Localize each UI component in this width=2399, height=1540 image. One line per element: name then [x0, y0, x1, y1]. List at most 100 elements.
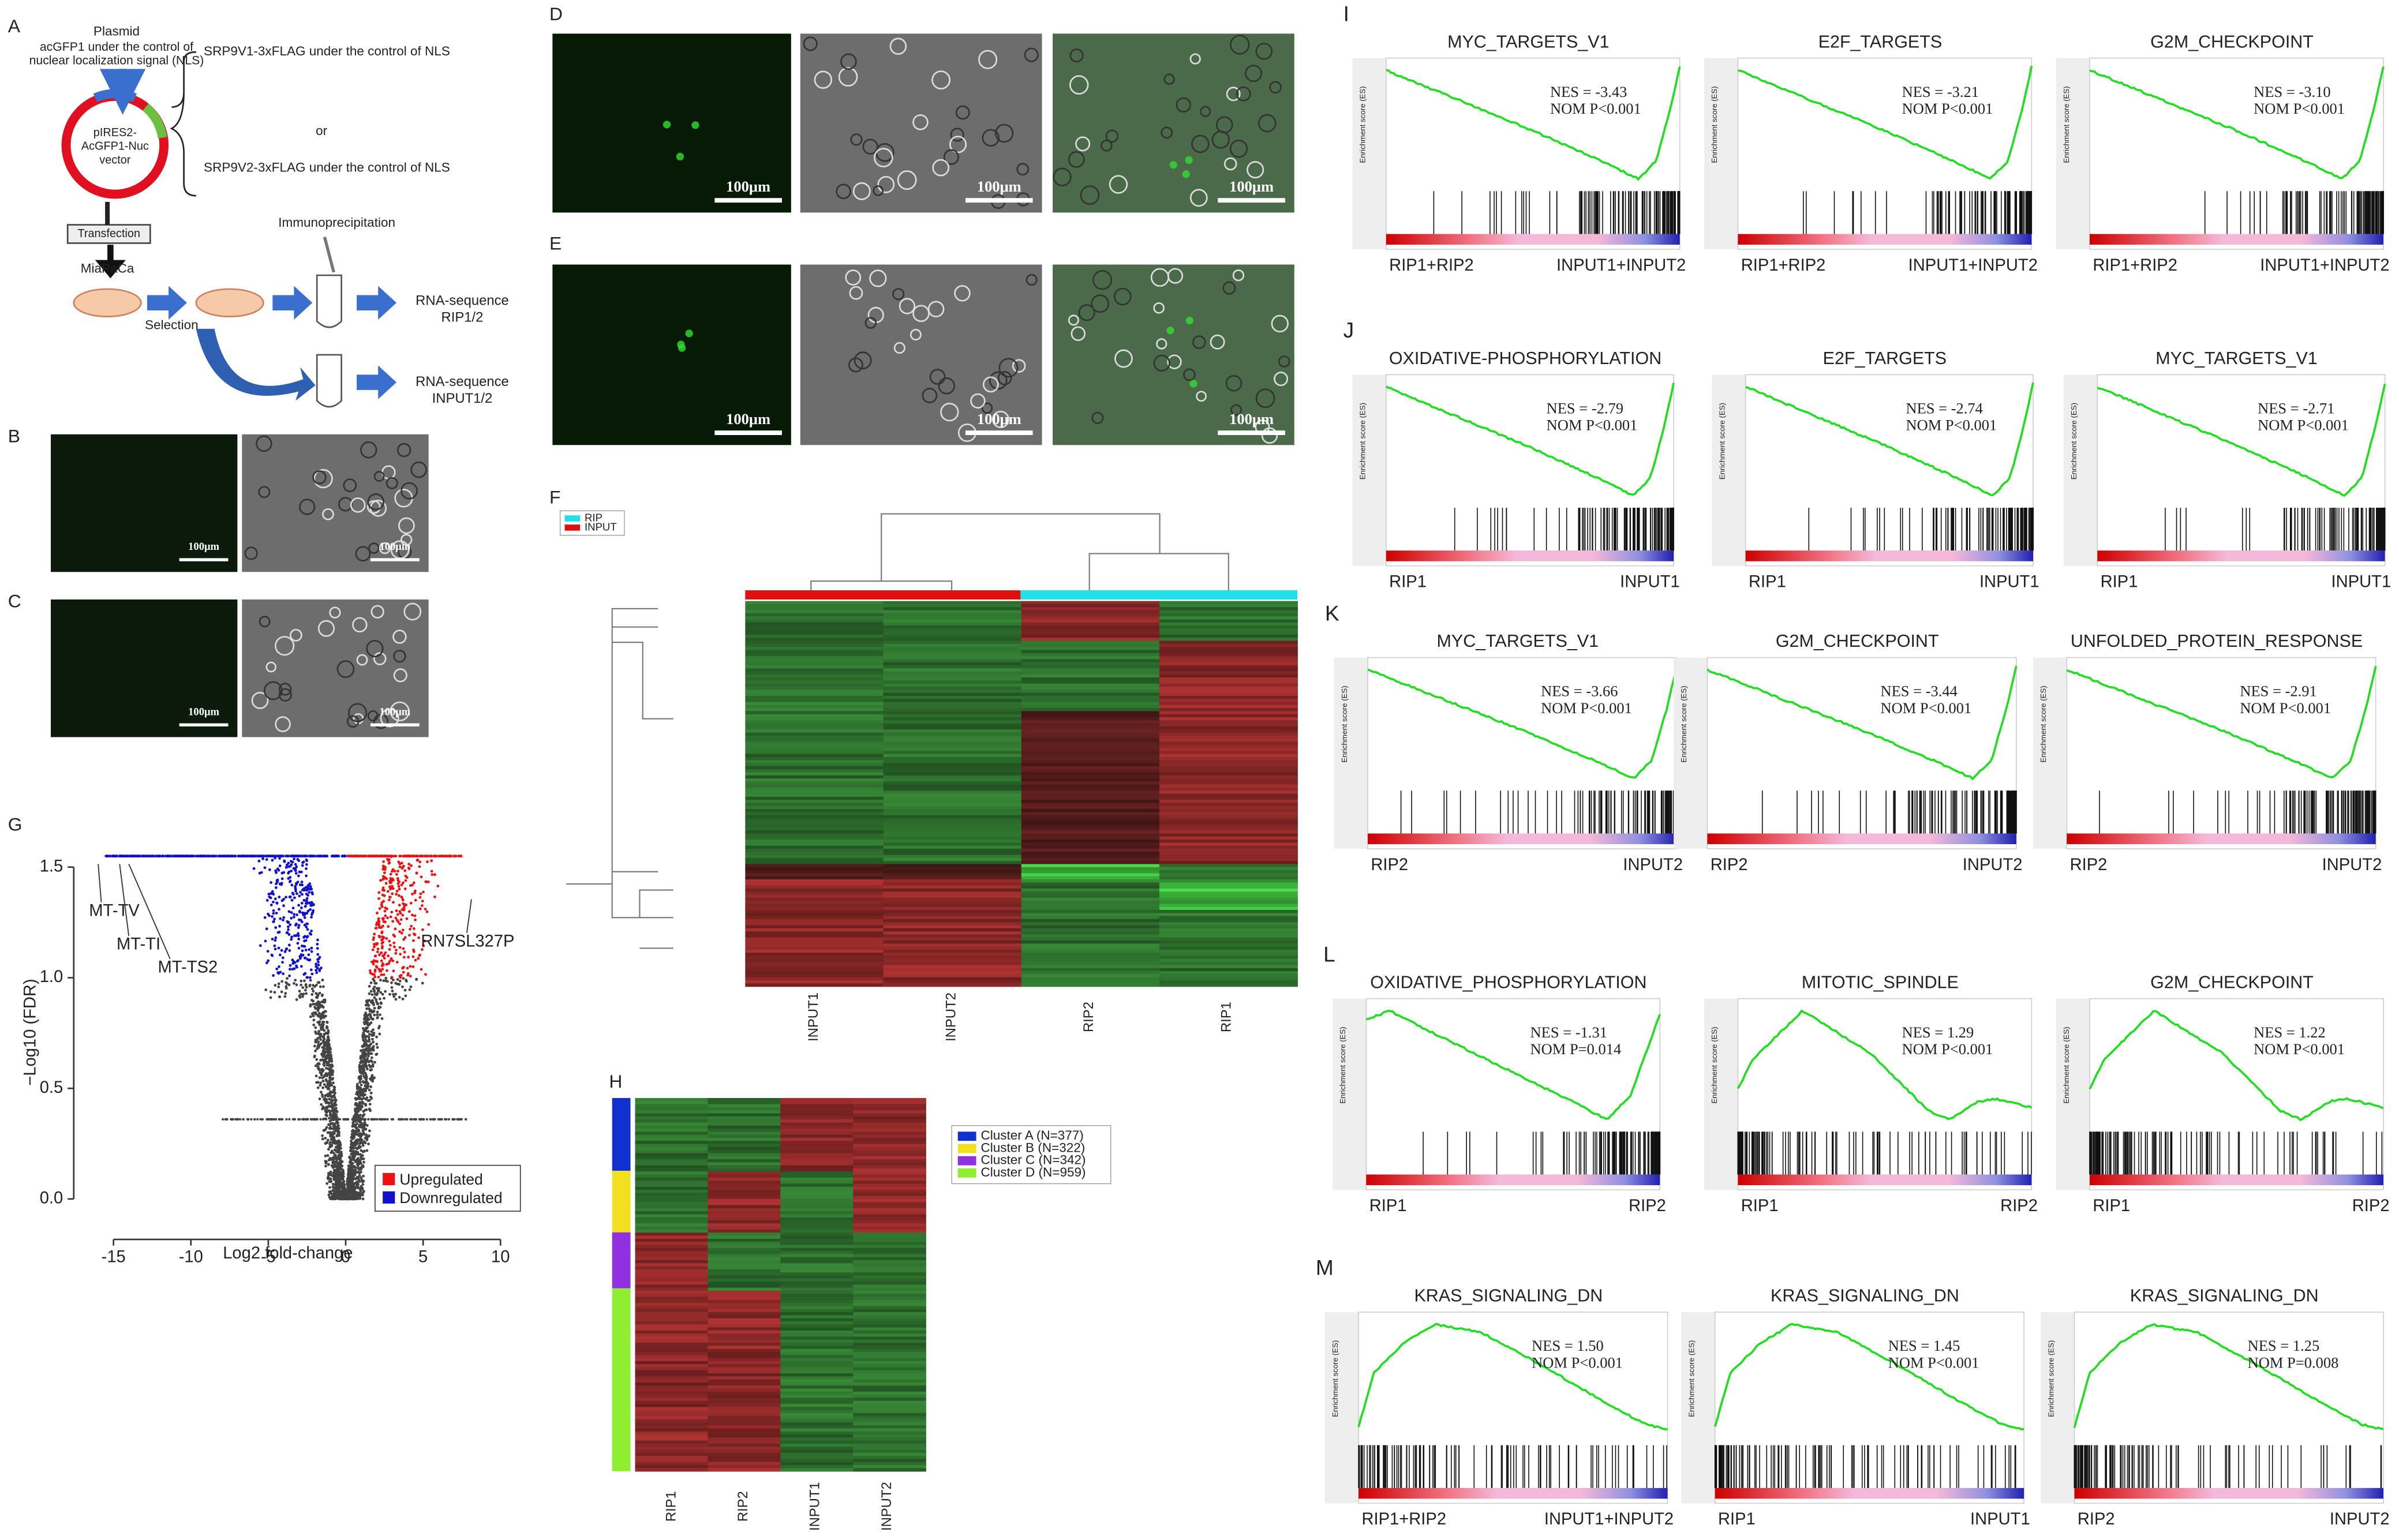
point [271, 855, 275, 858]
heatmap-row [635, 1257, 709, 1261]
point [304, 939, 308, 942]
point [401, 998, 405, 1001]
heatmap-row [883, 787, 1022, 792]
point [360, 1067, 363, 1070]
point [334, 1118, 336, 1121]
heatmap-row [745, 965, 884, 969]
cell [1080, 185, 1100, 205]
point [291, 893, 295, 896]
point [351, 1178, 354, 1181]
cell [1229, 140, 1248, 158]
heatmap-row [883, 852, 1022, 856]
point [325, 1045, 329, 1048]
heatmap-row [745, 928, 884, 932]
point [387, 859, 390, 862]
point [326, 1095, 330, 1098]
point [342, 1118, 345, 1121]
heatmap-row [853, 1290, 926, 1295]
point [350, 1197, 354, 1200]
heatmap-row [883, 643, 1022, 647]
heatmap-row [708, 1299, 781, 1303]
legend-label: Cluster B (N=322) [980, 1140, 1085, 1155]
heatmap-row [635, 1364, 709, 1368]
point [305, 912, 309, 915]
heatmap-row [745, 796, 884, 800]
point [305, 897, 309, 900]
point [272, 909, 275, 912]
heatmap-row [635, 1287, 709, 1291]
point [414, 918, 417, 921]
point [378, 907, 381, 910]
point [331, 1185, 335, 1189]
point [383, 909, 387, 913]
point [302, 898, 306, 902]
heatmap-row [853, 1431, 926, 1435]
cell [1167, 268, 1184, 284]
point [404, 994, 407, 998]
point [389, 877, 392, 880]
point [370, 1037, 374, 1041]
heatmap-row [853, 1410, 926, 1414]
point [348, 1186, 351, 1189]
point [319, 1017, 323, 1021]
heatmap-row [635, 1434, 709, 1438]
heatmap-row [883, 699, 1022, 703]
cell [386, 477, 398, 489]
heatmap-row [635, 1361, 709, 1365]
point [375, 1000, 378, 1003]
point [363, 1033, 366, 1037]
heatmap-row [1021, 977, 1160, 981]
point [380, 946, 384, 950]
point [304, 855, 307, 858]
point [382, 920, 386, 923]
heatmap-row [635, 1358, 709, 1362]
point [285, 855, 287, 858]
point [359, 1074, 362, 1078]
cell [1278, 355, 1290, 368]
point [301, 883, 304, 887]
point [372, 962, 375, 966]
point [315, 1012, 318, 1016]
point [291, 968, 294, 971]
point [308, 948, 311, 951]
point [386, 980, 389, 983]
cell [1200, 106, 1211, 117]
heatmap-row [883, 744, 1022, 748]
legend-label: INPUT [585, 520, 617, 533]
point [279, 971, 282, 974]
point [366, 1003, 369, 1006]
point [316, 953, 320, 956]
heatmap-row [635, 1343, 709, 1347]
heatmap-row [745, 812, 884, 816]
point [270, 953, 274, 957]
point [370, 1001, 373, 1004]
heatmap-row [853, 1419, 926, 1423]
cell [1068, 314, 1079, 326]
point [310, 987, 314, 991]
point [321, 1137, 324, 1141]
point [391, 1118, 395, 1121]
point [411, 883, 414, 887]
point [358, 1097, 361, 1100]
cluster-bar [612, 1288, 631, 1471]
point [364, 1020, 367, 1023]
heatmap-row [635, 1125, 709, 1129]
heatmap-row [1159, 695, 1298, 700]
heatmap-row [883, 735, 1022, 739]
heatmap-row [1159, 717, 1298, 721]
point [390, 976, 394, 979]
heatmap-row [1021, 971, 1160, 975]
heatmap-row [745, 876, 884, 880]
heatmap-row [635, 1468, 709, 1472]
point [323, 1083, 326, 1086]
heatmap-row [780, 1425, 854, 1429]
point [332, 1177, 336, 1181]
point [354, 1126, 358, 1130]
heatmap-row [780, 1238, 854, 1242]
point [278, 895, 281, 899]
point [231, 1118, 234, 1121]
cell [356, 654, 368, 666]
point [369, 1085, 373, 1088]
heatmap-row [1159, 668, 1298, 672]
y-tick-label: 0.5 [40, 1078, 63, 1097]
